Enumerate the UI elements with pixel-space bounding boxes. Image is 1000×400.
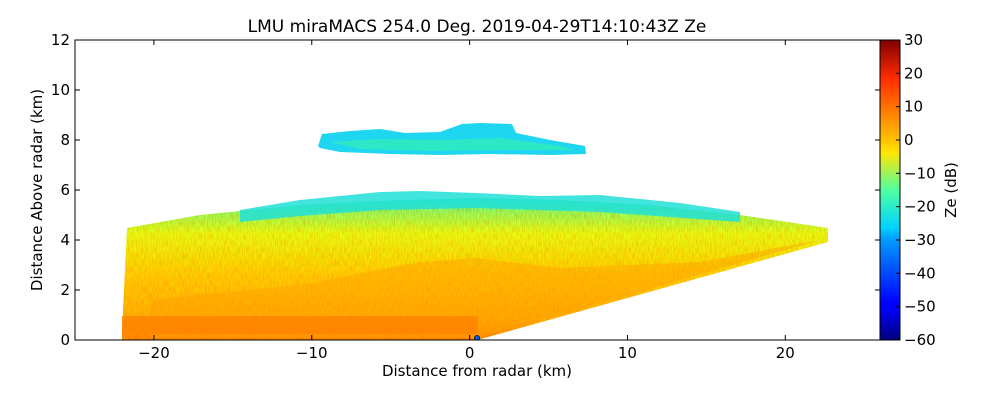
precip-core-band: [150, 240, 820, 338]
x-tick-label: −20: [138, 344, 170, 362]
plot-area: [122, 123, 828, 340]
y-tick-label: 12: [51, 31, 70, 49]
colorbar-tick-label: 0: [904, 131, 914, 149]
x-axis: −20 −10 0 10 20: [138, 40, 795, 362]
near-ground-core: [122, 316, 478, 334]
y-tick-label: 2: [60, 281, 70, 299]
x-tick-label: 10: [618, 344, 637, 362]
upper-cloud-layer: [318, 123, 586, 155]
y-tick-label: 0: [60, 331, 70, 349]
x-axis-label: Distance from radar (km): [382, 362, 572, 380]
colorbar-tick-label: 20: [904, 64, 923, 82]
colorbar-tick-label: −30: [904, 231, 936, 249]
colorbar: [879, 39, 901, 341]
colorbar-tick-label: 30: [904, 31, 923, 49]
y-axis: 0 2 4 6 8 10 12: [51, 31, 880, 349]
x-tick-label: 0: [465, 344, 475, 362]
y-tick-label: 6: [60, 181, 70, 199]
cloud-top-fringe: [240, 191, 740, 222]
x-tick-label: −10: [296, 344, 328, 362]
upper-cloud-core: [330, 138, 575, 151]
colorbar-tick-label: 10: [904, 98, 923, 116]
colorbar-tick-label: −40: [904, 264, 936, 282]
chart-title: LMU miraMACS 254.0 Deg. 2019-04-29T14:10…: [248, 17, 707, 37]
colorbar-axis: 30 20 10 0 −10 −20 −30 −40 −50 −60: [896, 31, 936, 349]
radar-marker: [474, 335, 480, 340]
colorbar-label: Ze (dB): [942, 162, 960, 218]
main-precip-layer: [122, 198, 828, 340]
y-tick-label: 10: [51, 81, 70, 99]
colorbar-tick-label: −50: [904, 298, 936, 316]
y-tick-label: 4: [60, 231, 70, 249]
colorbar-tick-label: −10: [904, 164, 936, 182]
colorbar-tick-label: −60: [904, 331, 936, 349]
colorbar-tick-label: −20: [904, 198, 936, 216]
y-axis-label: Distance Above radar (km): [28, 89, 46, 291]
y-tick-label: 8: [60, 131, 70, 149]
x-tick-label: 20: [776, 344, 795, 362]
